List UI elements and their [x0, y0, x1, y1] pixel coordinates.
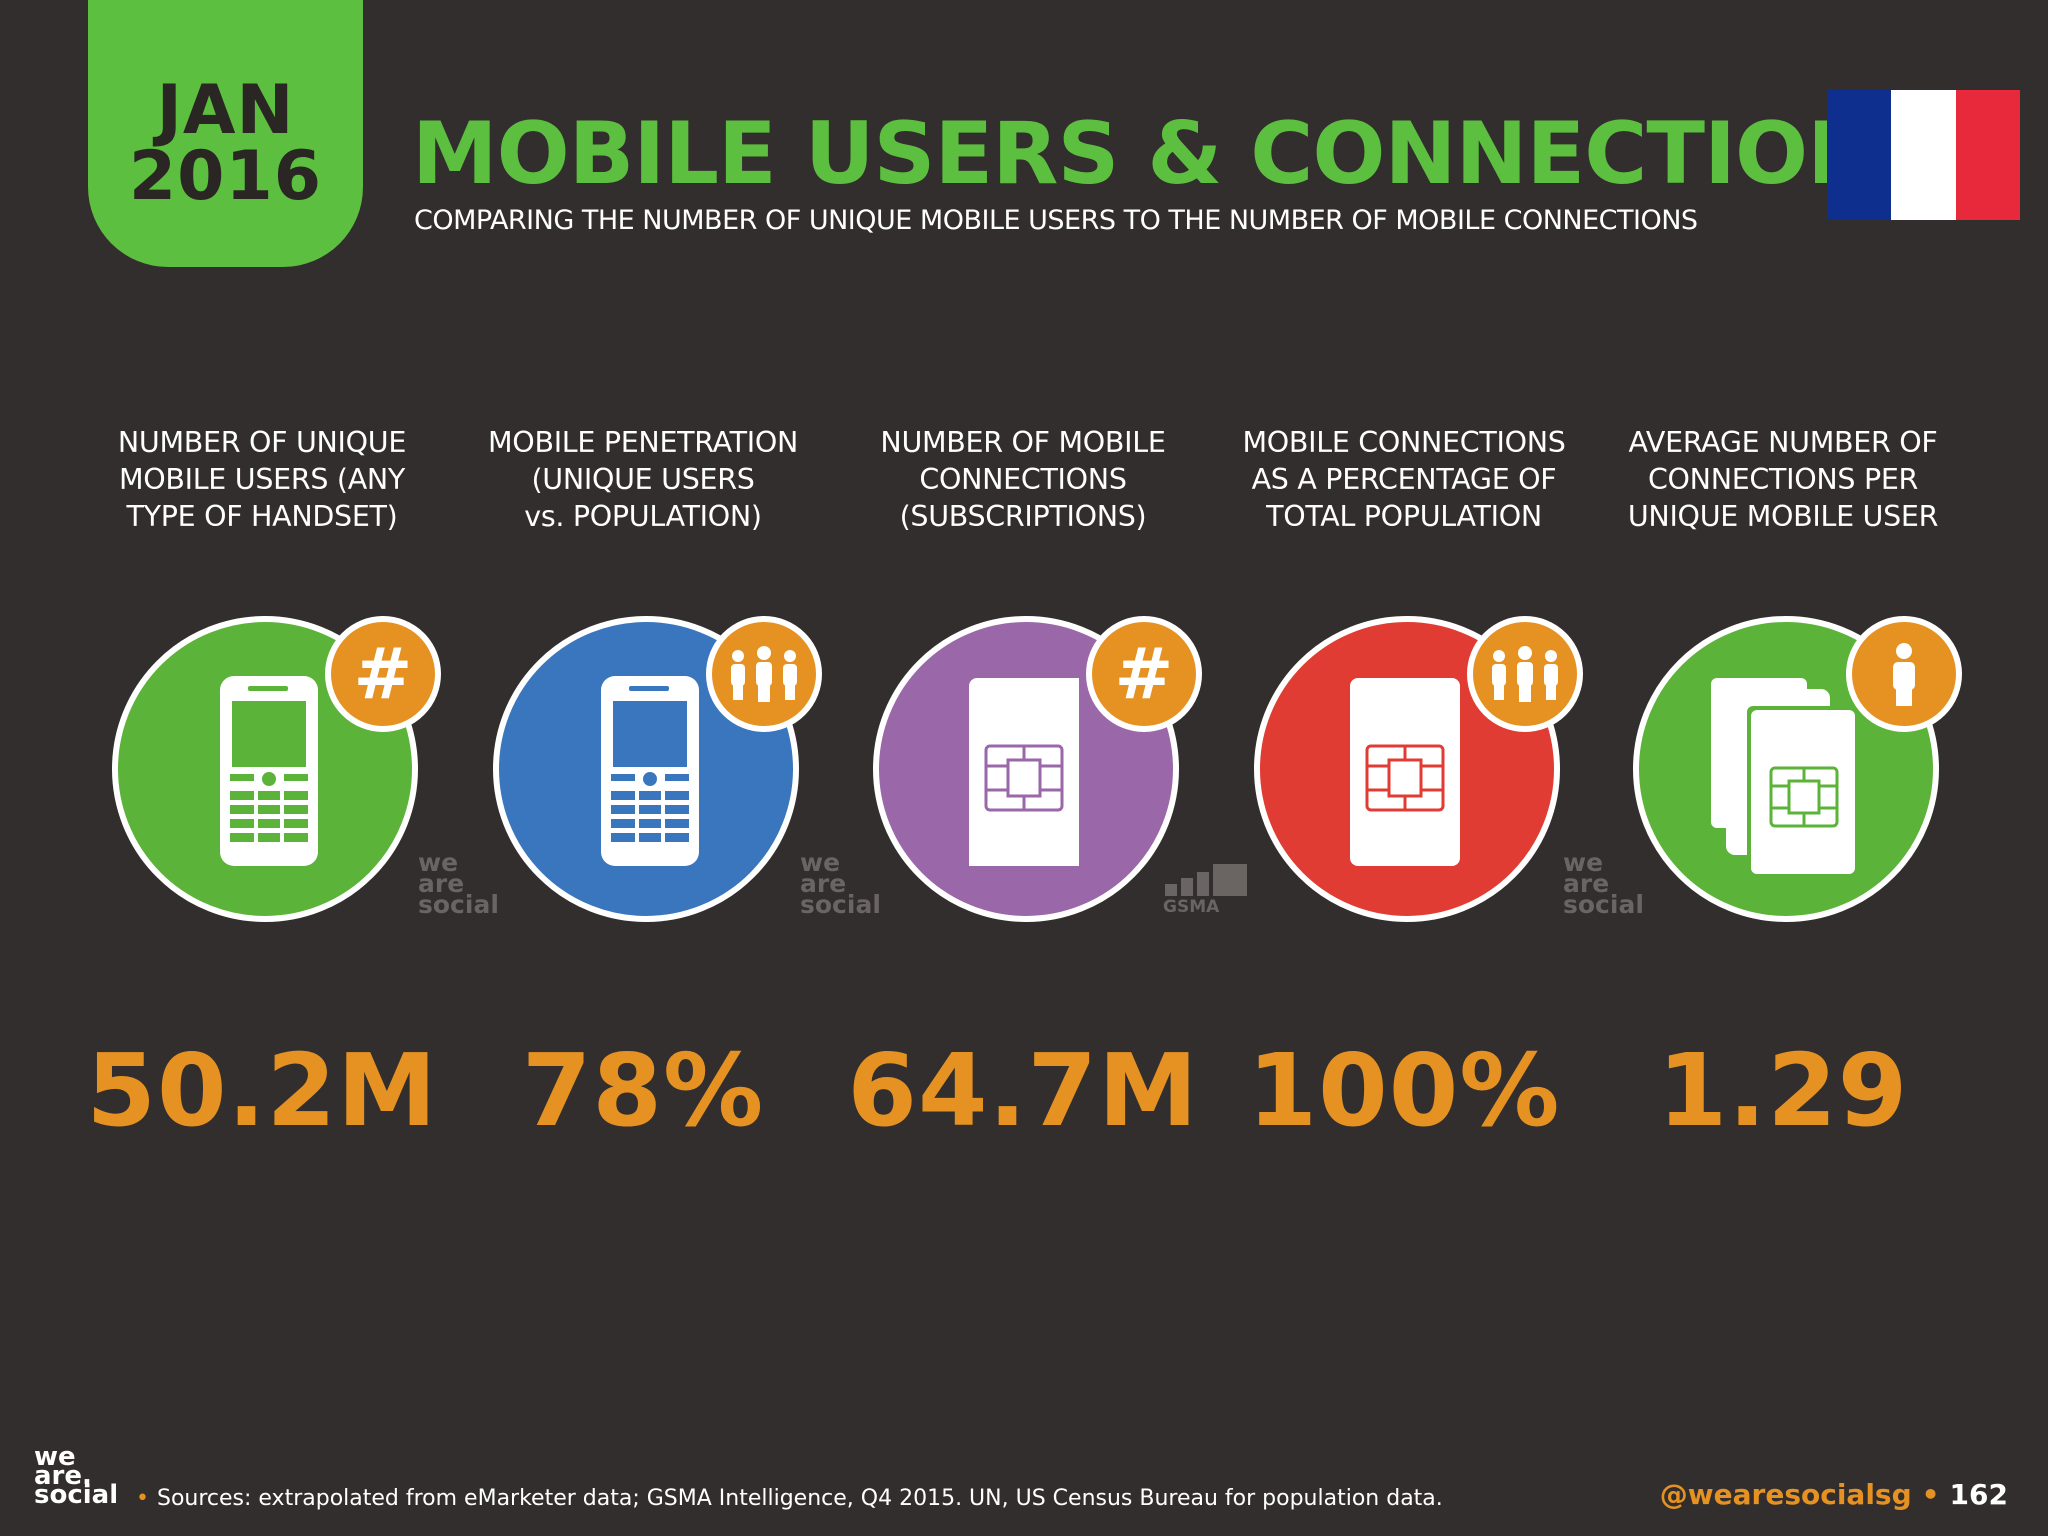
stat-label: NUMBER OF UNIQUE MOBILE USERS (ANY TYPE …: [117, 426, 407, 533]
stat-value: 78%: [521, 1032, 765, 1149]
social-handle: @wearesocialsg: [1659, 1478, 1912, 1511]
we-are-social-watermark: we are social: [800, 848, 881, 919]
sim-card-icon: [969, 678, 1079, 866]
stat-value: 1.29: [1657, 1032, 1909, 1149]
we-are-social-watermark: we are social: [1563, 848, 1644, 919]
france-flag-icon: [1827, 90, 2020, 220]
stat-value: 64.7M: [847, 1032, 1199, 1149]
stat-label: AVERAGE NUMBER OF CONNECTIONS PER UNIQUE…: [1627, 426, 1939, 533]
bullet: •: [136, 1486, 149, 1511]
page-title: MOBILE USERS & CONNECTIONS: [412, 104, 1940, 204]
page-subtitle: COMPARING THE NUMBER OF UNIQUE MOBILE US…: [414, 205, 1698, 236]
stat-label: MOBILE CONNECTIONS AS A PERCENTAGE OF TO…: [1242, 426, 1566, 533]
stat-circle: [873, 616, 1179, 922]
stat-connections-percentage: MOBILE CONNECTIONS AS A PERCENTAGE OF TO…: [1219, 424, 1643, 1149]
hash-icon: #: [325, 616, 441, 732]
we-are-social-watermark: we are social: [418, 848, 499, 919]
stat-value: 100%: [1247, 1032, 1561, 1149]
footer-handle: @wearesocialsg • 162: [1659, 1478, 2008, 1511]
stat-value: 50.2M: [86, 1032, 438, 1149]
sources-note: • Sources: extrapolated from eMarketer da…: [136, 1486, 1443, 1511]
stat-label: MOBILE PENETRATION (UNIQUE USERS vs. POP…: [488, 426, 798, 533]
stat-label: NUMBER OF MOBILE CONNECTIONS (SUBSCRIPTI…: [880, 426, 1166, 533]
stat-mobile-connections: NUMBER OF MOBILE CONNECTIONS (SUBSCRIPTI…: [838, 424, 1247, 1149]
gsma-logo: GSMA: [1163, 864, 1247, 914]
single-person-icon: [1846, 616, 1962, 732]
date-month: JAN: [156, 70, 295, 150]
date-badge: JAN 2016: [88, 0, 363, 267]
stacked-sim-cards-icon: [1711, 678, 1855, 874]
people-group-icon: [706, 616, 822, 732]
we-are-social-logo: we are. social: [34, 1442, 119, 1510]
date-year: 2016: [128, 136, 323, 216]
stat-average-connections: AVERAGE NUMBER OF CONNECTIONS PER UNIQUE…: [1598, 424, 1968, 1149]
stat-mobile-penetration: MOBILE PENETRATION (UNIQUE USERS vs. POP…: [458, 424, 881, 1149]
stat-circle: [493, 616, 799, 922]
sim-card-icon: [1350, 678, 1460, 866]
svg-text:GSMA: GSMA: [1163, 897, 1220, 914]
people-group-icon: [1467, 616, 1583, 732]
stat-circle: [1633, 616, 1939, 922]
mobile-phone-icon: [601, 676, 699, 866]
page-number: 162: [1949, 1478, 2008, 1511]
mobile-phone-icon: [220, 676, 318, 866]
stat-unique-mobile-users: NUMBER OF UNIQUE MOBILE USERS (ANY TYPE …: [77, 424, 499, 1149]
hash-icon: #: [1086, 616, 1202, 732]
